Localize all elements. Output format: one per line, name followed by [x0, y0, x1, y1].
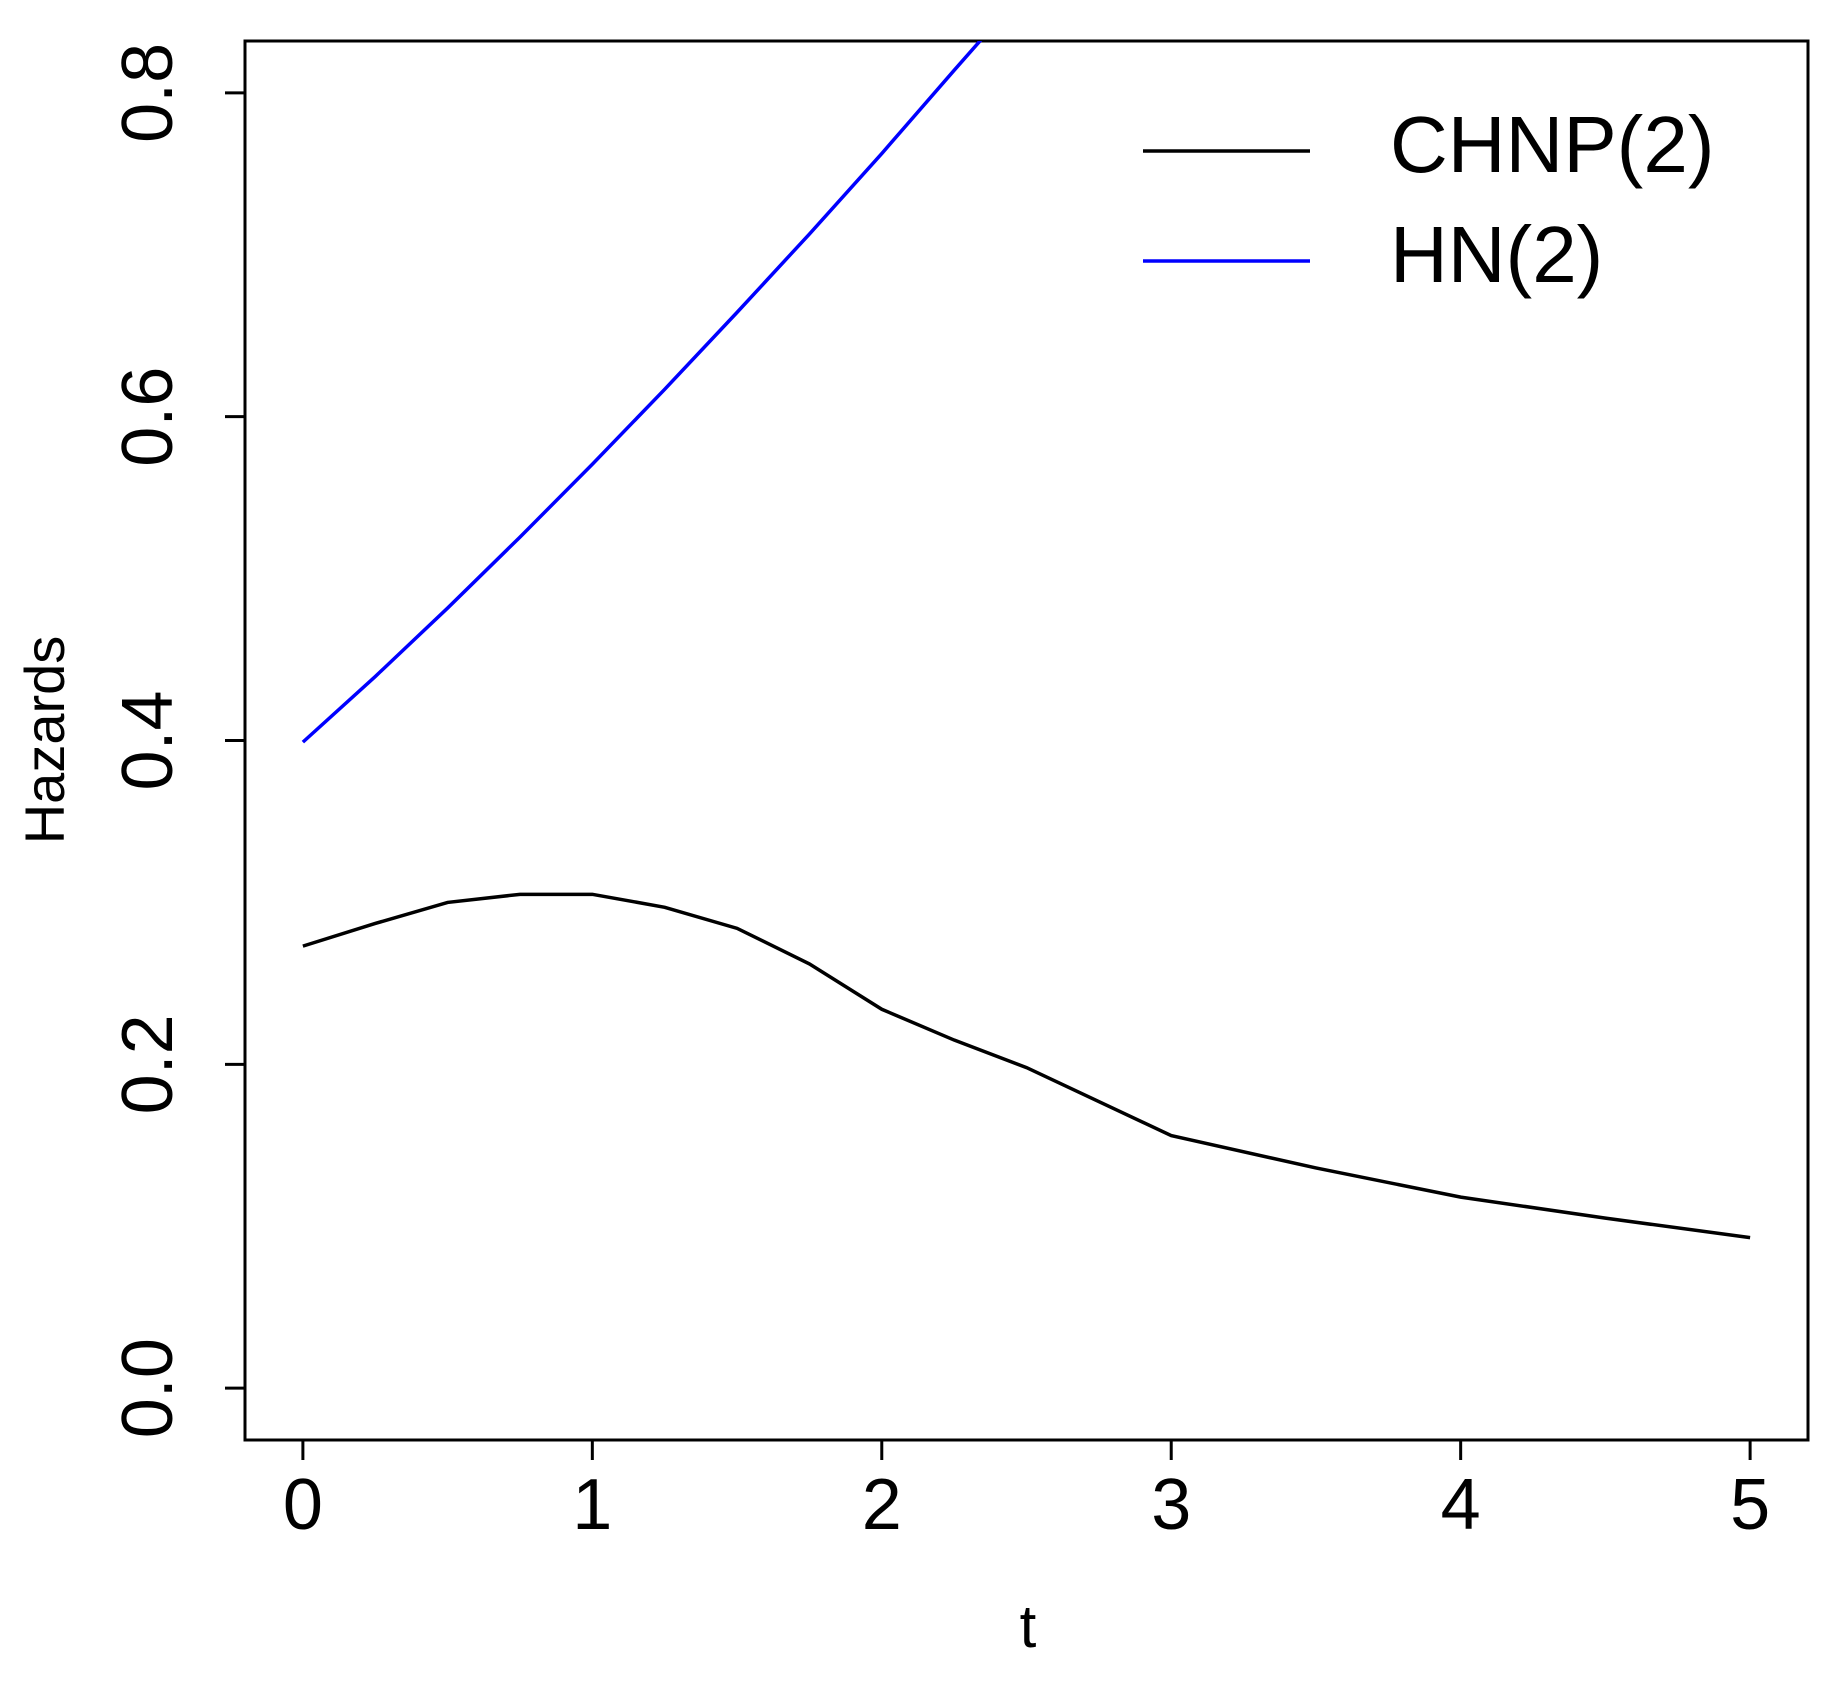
- x-tick-label: 3: [1151, 1465, 1191, 1545]
- legend-label: HN(2): [1390, 210, 1603, 299]
- series-line: [302, 892, 1751, 1240]
- y-tick-label: 0.2: [108, 1014, 188, 1114]
- legend-label: CHNP(2): [1390, 100, 1714, 189]
- x-axis-label: t: [1020, 1593, 1037, 1660]
- y-tick-label: 0.8: [108, 43, 188, 143]
- y-axis-label: Hazards: [13, 636, 76, 845]
- plot-area: [301, 41, 1751, 1240]
- x-tick-label: 0: [283, 1465, 323, 1545]
- x-tick-label: 4: [1441, 1465, 1481, 1545]
- series-line: [301, 41, 983, 744]
- y-tick-label: 0.4: [108, 690, 188, 790]
- y-tick-label: 0.0: [108, 1338, 188, 1438]
- x-tick-label: 5: [1730, 1465, 1770, 1545]
- y-tick-label: 0.6: [108, 367, 188, 467]
- x-tick-label: 2: [862, 1465, 902, 1545]
- x-tick-label: 1: [572, 1465, 612, 1545]
